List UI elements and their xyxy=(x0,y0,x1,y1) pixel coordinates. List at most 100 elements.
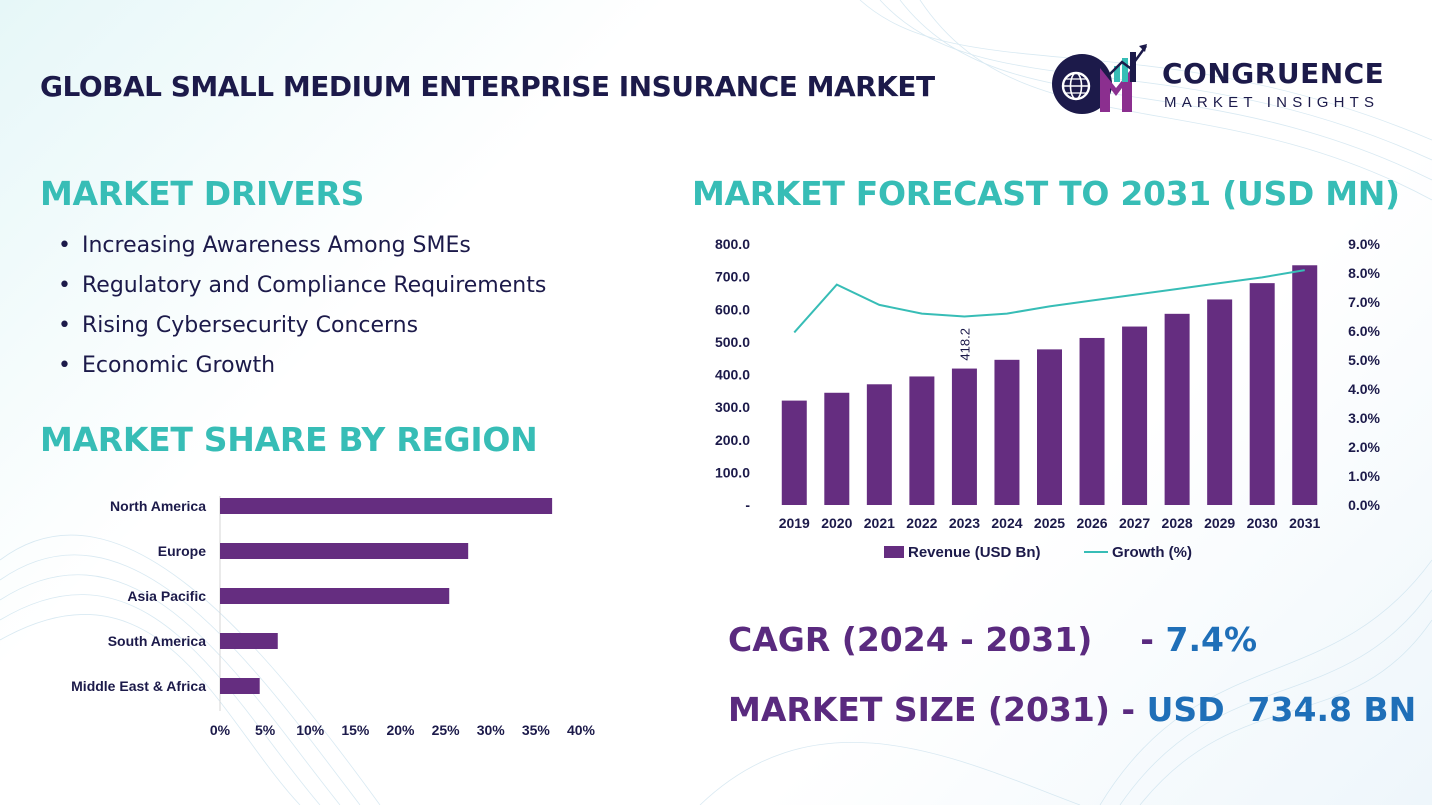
forecast-x-tick-label: 2028 xyxy=(1162,515,1193,531)
bullet-icon: • xyxy=(58,273,71,298)
forecast-x-tick-label: 2026 xyxy=(1076,515,1107,531)
forecast-right-tick-label: 2.0% xyxy=(1348,439,1380,455)
forecast-left-tick-label: 700.0 xyxy=(715,269,750,285)
driver-item: • Increasing Awareness Among SMEs xyxy=(58,230,546,270)
forecast-x-tick-label: 2022 xyxy=(906,515,937,531)
forecast-left-tick-label: 800.0 xyxy=(715,236,750,252)
forecast-x-tick-label: 2020 xyxy=(821,515,852,531)
market-drivers-list: • Increasing Awareness Among SMEs • Regula… xyxy=(58,230,546,390)
forecast-right-tick-label: 5.0% xyxy=(1348,352,1380,368)
forecast-revenue-bar xyxy=(1079,337,1105,505)
forecast-revenue-bar xyxy=(866,384,892,505)
forecast-x-tick-label: 2027 xyxy=(1119,515,1150,531)
forecast-revenue-bar xyxy=(909,376,935,505)
region-bar xyxy=(220,588,450,604)
bullet-icon: • xyxy=(58,233,71,258)
forecast-data-label: 418.2 xyxy=(957,328,972,361)
forecast-x-tick-label: 2021 xyxy=(864,515,895,531)
forecast-revenue-bar xyxy=(1292,265,1318,505)
bullet-icon: • xyxy=(58,313,71,338)
logo-mark-icon xyxy=(1052,44,1148,114)
legend-revenue-label: Revenue (USD Bn) xyxy=(908,544,1041,561)
region-category-label: Middle East & Africa xyxy=(71,678,206,694)
forecast-x-tick-label: 2025 xyxy=(1034,515,1065,531)
forecast-revenue-bar xyxy=(994,359,1020,505)
legend-growth-label: Growth (%) xyxy=(1112,544,1192,561)
driver-item: • Rising Cybersecurity Concerns xyxy=(58,310,546,350)
forecast-left-tick-label: 400.0 xyxy=(715,367,750,383)
region-category-label: Europe xyxy=(158,543,206,559)
region-x-tick-label: 35% xyxy=(522,722,551,738)
forecast-growth-line xyxy=(793,269,1305,334)
region-bar xyxy=(220,678,260,694)
region-category-label: North America xyxy=(110,498,206,514)
region-category-label: South America xyxy=(108,633,206,649)
forecast-revenue-bar xyxy=(824,392,850,505)
forecast-x-tick-label: 2031 xyxy=(1289,515,1320,531)
forecast-left-tick-label: 600.0 xyxy=(715,301,750,317)
company-logo: CONGRUENCE MARKET INSIGHTS xyxy=(1046,42,1396,118)
forecast-right-tick-label: 7.0% xyxy=(1348,294,1380,310)
market-forecast-heading: MARKET FORECAST TO 2031 (USD MN) xyxy=(692,174,1400,213)
region-x-tick-label: 0% xyxy=(210,722,231,738)
region-bar xyxy=(220,543,469,559)
forecast-x-tick-label: 2019 xyxy=(779,515,810,531)
forecast-revenue-bar xyxy=(1037,349,1062,505)
forecast-right-tick-label: 8.0% xyxy=(1348,265,1380,281)
forecast-right-tick-label: 9.0% xyxy=(1348,236,1380,252)
bullet-icon: • xyxy=(58,353,71,378)
forecast-x-tick-label: 2029 xyxy=(1204,515,1235,531)
legend-revenue-swatch xyxy=(884,546,904,558)
forecast-right-tick-label: 4.0% xyxy=(1348,381,1380,397)
region-x-tick-label: 20% xyxy=(386,722,415,738)
forecast-left-tick-label: 200.0 xyxy=(715,432,750,448)
driver-item: • Economic Growth xyxy=(58,350,546,390)
forecast-left-tick-label: - xyxy=(745,497,750,513)
forecast-revenue-bar xyxy=(781,400,807,505)
market-size-kpi: MARKET SIZE (2031) - USD 734.8 BN xyxy=(728,690,1416,729)
forecast-right-tick-label: 1.0% xyxy=(1348,468,1380,484)
forecast-right-tick-label: 0.0% xyxy=(1348,497,1380,513)
forecast-revenue-bar xyxy=(1164,313,1190,505)
region-share-chart: North America Europe Asia Pacific South Ame… xyxy=(71,496,596,738)
forecast-chart: - 100.0 200.0 300.0 400.0 500.0 600.0 700.0 800.… xyxy=(715,236,1381,561)
cagr-kpi: CAGR (2024 - 2031) - 7.4% xyxy=(728,620,1257,659)
region-bar xyxy=(220,498,553,514)
forecast-x-tick-label: 2030 xyxy=(1247,515,1278,531)
market-share-heading: MARKET SHARE BY REGION xyxy=(40,420,538,459)
forecast-revenue-bar xyxy=(1122,326,1148,505)
market-size-separator: - xyxy=(1121,690,1136,729)
forecast-left-tick-label: 500.0 xyxy=(715,334,750,350)
forecast-revenue-bar xyxy=(951,368,977,505)
cagr-separator: - xyxy=(1140,620,1154,659)
region-x-tick-label: 40% xyxy=(567,722,596,738)
driver-text: Rising Cybersecurity Concerns xyxy=(82,313,419,338)
cagr-value: 7.4% xyxy=(1165,620,1258,659)
region-bar xyxy=(220,633,278,649)
region-x-tick-label: 30% xyxy=(477,722,506,738)
region-category-label: Asia Pacific xyxy=(127,588,206,604)
forecast-revenue-bar xyxy=(1207,299,1233,505)
forecast-revenue-bar xyxy=(1249,283,1275,505)
forecast-right-tick-label: 6.0% xyxy=(1348,323,1380,339)
forecast-left-tick-label: 100.0 xyxy=(715,464,750,480)
forecast-left-tick-label: 300.0 xyxy=(715,399,750,415)
market-size-value: USD 734.8 BN xyxy=(1146,690,1417,729)
region-x-tick-label: 5% xyxy=(255,722,276,738)
driver-item: • Regulatory and Compliance Requirements xyxy=(58,270,546,310)
page-title: GLOBAL SMALL MEDIUM ENTERPRISE INSURANCE… xyxy=(40,70,935,103)
driver-text: Regulatory and Compliance Requirements xyxy=(82,273,547,298)
region-x-tick-label: 10% xyxy=(296,722,325,738)
region-x-tick-label: 25% xyxy=(432,722,461,738)
logo-name: CONGRUENCE xyxy=(1162,57,1385,90)
forecast-right-tick-label: 3.0% xyxy=(1348,410,1380,426)
market-size-label: MARKET SIZE (2031) xyxy=(728,690,1110,729)
market-drivers-heading: MARKET DRIVERS xyxy=(40,174,365,213)
driver-text: Economic Growth xyxy=(82,353,276,378)
forecast-x-tick-label: 2024 xyxy=(991,515,1022,531)
logo-subtitle: MARKET INSIGHTS xyxy=(1164,94,1380,111)
forecast-x-tick-label: 2023 xyxy=(949,515,980,531)
driver-text: Increasing Awareness Among SMEs xyxy=(82,233,471,258)
cagr-label: CAGR (2024 - 2031) xyxy=(728,620,1093,659)
region-x-tick-label: 15% xyxy=(341,722,370,738)
